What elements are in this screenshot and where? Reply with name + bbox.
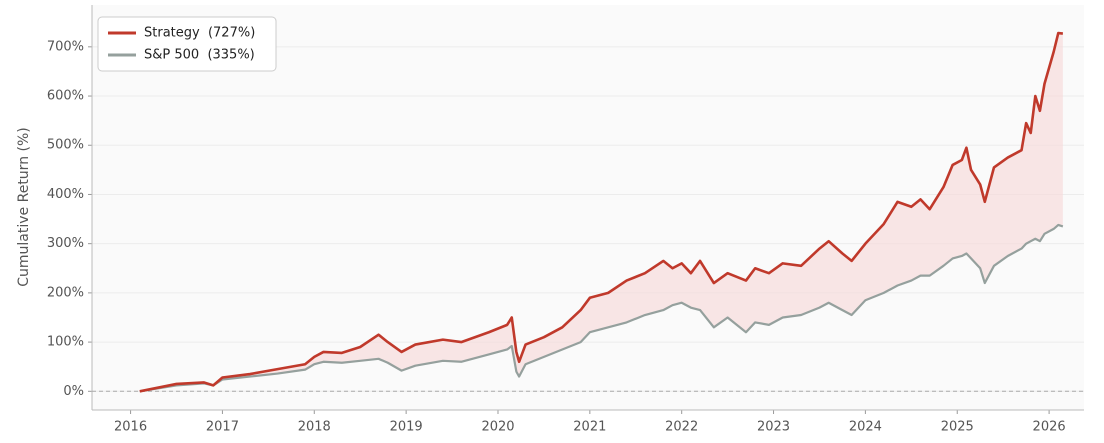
x-tick-label: 2023 xyxy=(757,420,790,435)
x-tick-label: 2018 xyxy=(298,420,331,435)
series-line xyxy=(139,31,1064,393)
x-tick-label: 2026 xyxy=(1033,420,1066,435)
y-tick-label: 500% xyxy=(47,138,84,153)
legend-box xyxy=(97,16,277,72)
y-tick-label: 700% xyxy=(47,39,84,54)
x-tick-label: 2016 xyxy=(114,420,147,435)
x-tick-label: 2022 xyxy=(665,420,698,435)
y-tick-label: 100% xyxy=(47,335,84,350)
x-tick-label: 2025 xyxy=(941,420,974,435)
x-tick-label: 2024 xyxy=(849,420,882,435)
y-axis-label: Cumulative Return (%) xyxy=(16,127,32,287)
y-tick-label: 300% xyxy=(47,236,84,251)
x-tick-label: 2019 xyxy=(390,420,423,435)
series-line xyxy=(139,223,1064,393)
x-tick-label: 2017 xyxy=(206,420,239,435)
x-tick-label: 2020 xyxy=(481,420,514,435)
y-tick-label: 600% xyxy=(47,89,84,104)
legend-label: Strategy (727%) xyxy=(144,26,255,41)
x-tick-label: 2021 xyxy=(573,420,606,435)
y-tick-label: 0% xyxy=(63,384,84,399)
y-tick-label: 400% xyxy=(47,187,84,202)
y-tick-label: 200% xyxy=(47,285,84,300)
fill-between xyxy=(139,33,1063,392)
legend-label: S&P 500 (335%) xyxy=(144,48,255,63)
